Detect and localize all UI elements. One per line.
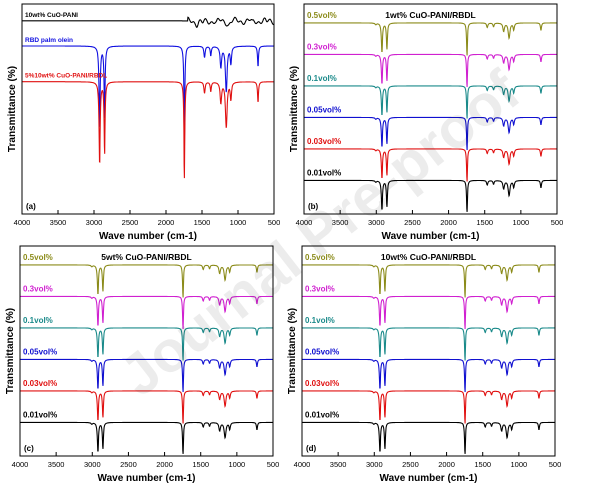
x-tick-label: 2000 bbox=[440, 218, 457, 227]
x-axis-label: Wave number (cm-1) bbox=[380, 473, 478, 484]
x-tick-label: 3500 bbox=[332, 218, 349, 227]
panel-tag: (a) bbox=[26, 202, 36, 211]
chart-title: 5wt% CuO-PANI/RBDL bbox=[101, 252, 192, 262]
legend-label: 0.05vol% bbox=[307, 105, 341, 114]
plot-frame bbox=[301, 245, 556, 457]
x-tick-label: 2500 bbox=[402, 460, 419, 469]
panel-tag: (b) bbox=[308, 202, 319, 211]
x-tick-label: 1000 bbox=[230, 218, 247, 227]
series-line-5 bbox=[304, 148, 557, 182]
legend-label: 10wt% CuO-PANI bbox=[25, 12, 78, 19]
series-line-6 bbox=[20, 421, 273, 454]
chart-panel-1: 10wt% CuO-PANI RBD palm olein 5%10wt% CuO-… bbox=[7, 3, 281, 242]
series-line-3 bbox=[302, 327, 555, 361]
legend-label: 0.01vol% bbox=[307, 168, 341, 177]
y-axis-label: Transmittance (%) bbox=[287, 308, 298, 394]
x-tick-label: 1500 bbox=[194, 218, 211, 227]
legend-label: 0.3vol% bbox=[305, 284, 335, 293]
x-tick-label: 3500 bbox=[48, 460, 65, 469]
series-line-2 bbox=[304, 53, 557, 88]
series-line-5 bbox=[20, 390, 273, 424]
legend-label: 0.1vol% bbox=[307, 74, 337, 83]
series-line-3 bbox=[304, 85, 557, 119]
series-line-4 bbox=[20, 358, 273, 393]
legend-label: 5%10wt% CuO-PANI/RBDL bbox=[25, 73, 107, 80]
chart-title: 10wt% CuO-PANI/RBDL bbox=[381, 252, 476, 262]
x-tick-label: 4000 bbox=[294, 460, 311, 469]
x-tick-label: 3500 bbox=[330, 460, 347, 469]
x-tick-label: 4000 bbox=[12, 460, 29, 469]
series-line-1 bbox=[302, 264, 555, 298]
x-tick-label: 3000 bbox=[366, 460, 383, 469]
x-tick-label: 1000 bbox=[511, 460, 528, 469]
legend-label: 0.05vol% bbox=[23, 347, 57, 356]
x-tick-label: 2000 bbox=[158, 218, 175, 227]
series-line-1 bbox=[20, 264, 273, 298]
panel-tag: (d) bbox=[306, 444, 317, 453]
series-line-3 bbox=[20, 327, 273, 361]
plot-frame bbox=[19, 245, 274, 457]
y-axis-label: Transmittance (%) bbox=[7, 66, 18, 152]
legend-label: 0.5vol% bbox=[305, 253, 335, 262]
series-line-1 bbox=[22, 16, 275, 28]
legend-label: RBD palm olein bbox=[25, 37, 73, 44]
series-line-4 bbox=[304, 116, 557, 151]
x-tick-label: 1500 bbox=[474, 460, 491, 469]
x-tick-label: 2000 bbox=[438, 460, 455, 469]
series-line-6 bbox=[302, 421, 555, 454]
x-tick-label: 500 bbox=[267, 460, 280, 469]
x-axis-label: Wave number (cm-1) bbox=[98, 473, 196, 484]
chart-panel-2: 0.5vol% 0.3vol% 0.1vol% 0.05vol% 0.03vol% 0.0… bbox=[289, 3, 564, 242]
y-axis-label: Transmittance (%) bbox=[289, 66, 300, 152]
legend-label: 0.03vol% bbox=[307, 137, 341, 146]
x-tick-label: 3500 bbox=[50, 218, 67, 227]
x-tick-label: 2000 bbox=[156, 460, 173, 469]
x-tick-label: 2500 bbox=[120, 460, 137, 469]
series-line-6 bbox=[304, 179, 557, 212]
chart-panel-3: 0.5vol% 0.3vol% 0.1vol% 0.05vol% 0.03vol% 0.0… bbox=[5, 245, 280, 484]
legend-label: 0.05vol% bbox=[305, 347, 339, 356]
legend-label: 0.01vol% bbox=[23, 410, 57, 419]
series-line-2 bbox=[302, 295, 555, 330]
x-tick-label: 1000 bbox=[229, 460, 246, 469]
x-tick-label: 500 bbox=[268, 218, 281, 227]
x-tick-label: 3000 bbox=[86, 218, 103, 227]
panel-tag: (c) bbox=[24, 444, 34, 453]
legend-label: 0.3vol% bbox=[23, 284, 53, 293]
series-line-2 bbox=[22, 45, 274, 143]
x-tick-label: 3000 bbox=[368, 218, 385, 227]
x-axis-label: Wave number (cm-1) bbox=[382, 231, 480, 242]
chart-title: 1wt% CuO-PANI/RBDL bbox=[385, 10, 476, 20]
series-line-1 bbox=[304, 22, 557, 56]
legend-label: 0.5vol% bbox=[23, 253, 53, 262]
x-tick-label: 500 bbox=[551, 218, 564, 227]
y-axis-label: Transmittance (%) bbox=[5, 308, 16, 394]
legend-label: 0.01vol% bbox=[305, 410, 339, 419]
x-tick-label: 500 bbox=[549, 460, 562, 469]
x-tick-label: 1500 bbox=[476, 218, 493, 227]
series-line-3 bbox=[22, 81, 274, 179]
legend-label: 0.5vol% bbox=[307, 11, 337, 20]
x-tick-label: 4000 bbox=[296, 218, 313, 227]
x-tick-label: 1500 bbox=[192, 460, 209, 469]
legend-label: 0.03vol% bbox=[23, 379, 57, 388]
x-tick-label: 2500 bbox=[122, 218, 139, 227]
legend-label: 0.3vol% bbox=[307, 42, 337, 51]
plot-frame bbox=[303, 3, 558, 215]
x-tick-label: 2500 bbox=[404, 218, 421, 227]
series-line-4 bbox=[302, 358, 555, 393]
series-line-2 bbox=[20, 295, 273, 330]
x-tick-label: 3000 bbox=[84, 460, 101, 469]
legend-label: 0.1vol% bbox=[23, 316, 53, 325]
legend-label: 0.03vol% bbox=[305, 379, 339, 388]
x-tick-label: 4000 bbox=[14, 218, 31, 227]
series-line-5 bbox=[302, 390, 555, 424]
x-tick-label: 1000 bbox=[513, 218, 530, 227]
x-axis-label: Wave number (cm-1) bbox=[99, 231, 197, 242]
plot-frame bbox=[21, 3, 275, 215]
chart-panel-4: 0.5vol% 0.3vol% 0.1vol% 0.05vol% 0.03vol% 0.0… bbox=[287, 245, 562, 484]
legend-label: 0.1vol% bbox=[305, 316, 335, 325]
